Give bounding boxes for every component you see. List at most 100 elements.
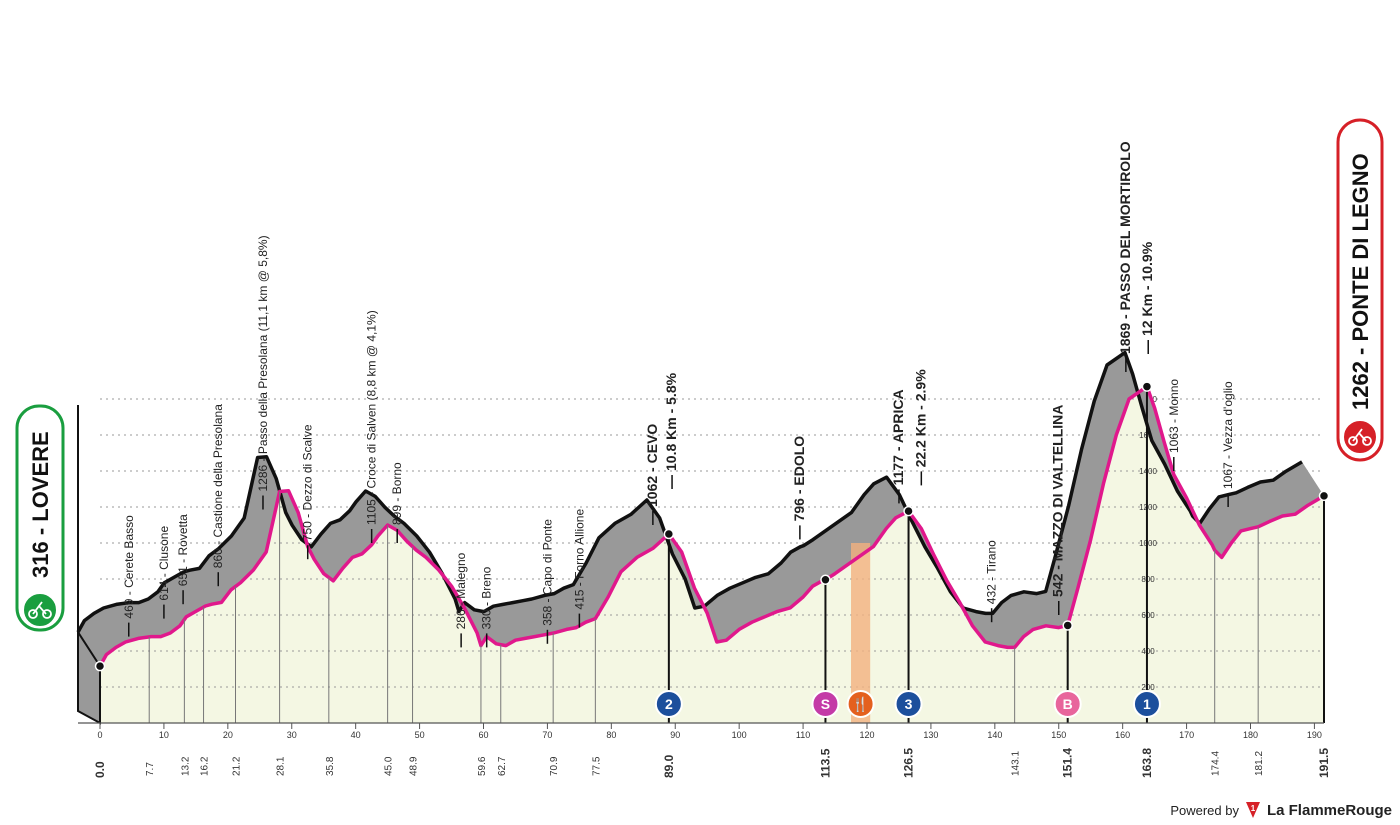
km-marker-label: 16.2 xyxy=(200,756,211,776)
climb-annotation: 286 - Malegno xyxy=(454,552,468,629)
km-tick-label: 0 xyxy=(97,730,102,740)
climb-annotation: 1177 - APRICA xyxy=(890,389,906,485)
km-tick-label: 30 xyxy=(287,730,297,740)
km-marker-label: 143.1 xyxy=(1011,751,1022,776)
climb-annotation: 1286 - Passo della Presolana (11,1 km @ … xyxy=(256,235,270,491)
climb-annotation: 860 - Castione della Presolana xyxy=(211,404,225,568)
climb-annotation: 651 - Rovetta xyxy=(176,514,190,586)
climb-annotation: 750 - Dezzo di Scalve xyxy=(301,424,315,541)
climb-annotation: 22.2 Km - 2.9% xyxy=(912,369,928,468)
km-tick-label: 80 xyxy=(606,730,616,740)
km-marker-label: 163.8 xyxy=(1140,748,1154,778)
checkpoint-label: 🍴 xyxy=(852,696,869,713)
svg-text:1: 1 xyxy=(1251,804,1256,813)
climb-annotation: 432 - Tirano xyxy=(985,540,999,604)
km-marker-dot xyxy=(903,505,914,517)
climb-annotation: 542 - MAZZO DI VALTELLINA xyxy=(1050,405,1066,597)
checkpoint-label: 3 xyxy=(905,696,913,712)
km-tick-label: 130 xyxy=(923,730,938,740)
start-label: 316 - LOVERE xyxy=(28,431,53,578)
checkpoint-label: 2 xyxy=(665,696,673,712)
climb-annotation: 358 - Capo di Ponte xyxy=(540,519,554,626)
climb-annotation: 1067 - Vezza d'oglio xyxy=(1221,381,1235,489)
finish-label: 1262 - PONTE DI LEGNO xyxy=(1348,153,1373,410)
km-marker-label: 35.8 xyxy=(325,756,336,776)
flame-icon: 1 xyxy=(1245,802,1260,818)
terrain-ridge-line xyxy=(76,350,1303,633)
feed-zone-band xyxy=(851,543,871,723)
km-marker-label: 7.7 xyxy=(145,762,156,776)
km-marker-label: 45.0 xyxy=(384,756,395,776)
checkpoint-bonus-icon xyxy=(1053,690,1082,718)
altitude-tick-label: 600 xyxy=(1141,611,1155,620)
climb-annotation: 330 - Breno xyxy=(480,566,494,629)
climb-annotation: 1869 - PASSO DEL MORTIROLO xyxy=(1117,141,1133,354)
checkpoint-kom1-icon xyxy=(1132,690,1161,718)
road-profile-line xyxy=(98,384,1325,667)
km-tick-label: 40 xyxy=(351,730,361,740)
profile-fill xyxy=(100,386,1324,723)
km-marker-label: 13.2 xyxy=(180,756,191,776)
km-tick-label: 50 xyxy=(415,730,425,740)
km-tick-label: 10 xyxy=(159,730,169,740)
checkpoint-feed-icon xyxy=(846,690,875,718)
altitude-tick-label: 1400 xyxy=(1139,467,1157,476)
altitude-tick-label: 200 xyxy=(1141,683,1155,692)
cyclist-icon xyxy=(1342,419,1378,455)
checkpoint-kom2-icon xyxy=(654,690,683,718)
km-tick-label: 90 xyxy=(670,730,680,740)
km-marker-label: 126.5 xyxy=(902,748,916,778)
powered-by-brand: La FlammeRouge xyxy=(1266,801,1392,819)
km-marker-label: 0.0 xyxy=(93,761,107,778)
km-tick-label: 20 xyxy=(223,730,233,740)
start-badge: 316 - LOVERE xyxy=(15,404,65,632)
km-marker-label: 113.5 xyxy=(818,748,832,778)
km-marker-label: 28.1 xyxy=(276,756,287,776)
km-marker-label: 70.9 xyxy=(549,756,560,776)
km-marker-dot xyxy=(663,528,675,540)
km-tick-label: 140 xyxy=(987,730,1002,740)
km-marker-label: 181.2 xyxy=(1254,751,1265,776)
km-tick-label: 120 xyxy=(859,730,874,740)
cyclist-icon xyxy=(22,592,58,628)
finish-badge: 1262 - PONTE DI LEGNO xyxy=(1336,118,1384,462)
checkpoint-label: B xyxy=(1063,696,1073,712)
km-marker-label: 48.9 xyxy=(409,756,420,776)
altitude-tick-label: 400 xyxy=(1141,647,1155,656)
climb-annotation: 469 - Cerete Basso xyxy=(122,515,136,619)
km-marker-label: 21.2 xyxy=(232,756,243,776)
km-tick-label: 150 xyxy=(1051,730,1066,740)
altitude-tick-label: 800 xyxy=(1141,575,1155,584)
km-tick-label: 110 xyxy=(796,730,810,740)
km-marker-dot xyxy=(1141,381,1153,392)
km-marker-label: 191.5 xyxy=(1317,748,1331,778)
climb-annotation: 1105 - Croce di Salven (8,8 km @ 4,1%) xyxy=(365,310,379,525)
km-tick-label: 190 xyxy=(1307,730,1322,740)
km-tick-label: 100 xyxy=(732,730,747,740)
km-marker-dot xyxy=(1062,620,1073,631)
km-marker-label: 89.0 xyxy=(662,754,676,778)
km-tick-label: 160 xyxy=(1115,730,1130,740)
km-marker-label: 77.5 xyxy=(591,756,602,776)
checkpoint-label: S xyxy=(821,696,830,712)
climb-annotation: 614 - Clusone xyxy=(157,526,171,601)
km-marker-label: 151.4 xyxy=(1061,748,1075,778)
altitude-tick-label: 1600 xyxy=(1139,431,1157,440)
climb-annotation: 1062 - CEVO xyxy=(644,424,660,507)
climb-annotation: 12 Km - 10.9% xyxy=(1139,241,1155,336)
climb-annotation: 415 - Forno Allione xyxy=(572,509,586,610)
km-marker-label: 174.4 xyxy=(1211,751,1222,776)
altitude-tick-label: 1000 xyxy=(1139,539,1157,548)
km-marker-dot xyxy=(1318,490,1330,502)
powered-by-prefix: Powered by xyxy=(1170,802,1239,818)
altitude-tick-label: 1200 xyxy=(1139,503,1157,512)
km-tick-label: 180 xyxy=(1243,730,1258,740)
checkpoint-kom3-icon xyxy=(894,690,923,718)
km-marker-label: 59.6 xyxy=(477,756,488,776)
climb-annotation: 10.8 Km - 5.8% xyxy=(663,372,679,471)
climb-annotation: 796 - EDOLO xyxy=(791,436,807,522)
km-marker-label: 62.7 xyxy=(497,756,508,776)
km-marker-dot xyxy=(94,660,106,672)
km-tick-label: 170 xyxy=(1179,730,1194,740)
